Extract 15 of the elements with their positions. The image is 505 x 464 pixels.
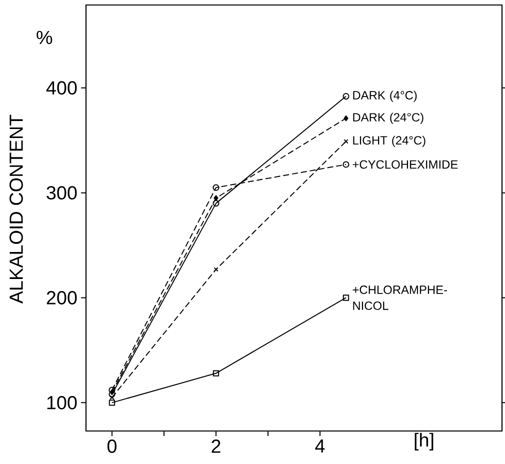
series-label: +CHLORAMPHE- NICOL [352,286,447,310]
text: % [36,30,52,44]
x-tick-label: 2 [212,440,220,453]
series-label: LIGHT (24°C) [353,136,426,147]
series-label: +CYCLOHEXIMIDE [352,160,458,169]
y-tick-label: 400 [46,81,77,95]
y-tick-label: 100 [47,396,77,410]
y-tick-label: 300 [46,186,77,200]
y-axis-title: ALKALOID CONTENT [10,114,23,304]
x-tick-label: 0 [107,440,117,453]
x-tick-label: 4 [315,440,325,453]
series-label: DARK (4°C) [353,90,417,102]
y-tick-label: 200 [46,291,77,304]
series-label: DARK (24°C) [353,112,424,124]
x-axis-title: [h] [414,432,434,450]
